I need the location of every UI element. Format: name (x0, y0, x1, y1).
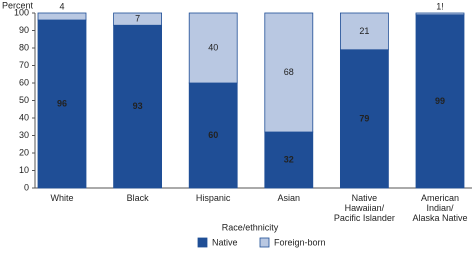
x-tick-label: Hispanic (195, 193, 231, 203)
value-label: 21 (359, 26, 369, 36)
legend-label: Foreign-born (274, 237, 326, 247)
x-tick-label: White (50, 193, 74, 203)
y-tick-label: 70 (19, 60, 29, 70)
bar-segment (415, 14, 465, 189)
value-label: 68 (284, 67, 294, 77)
bar-segment (415, 12, 465, 16)
legend-swatch (197, 237, 208, 248)
value-label: 93 (133, 101, 143, 111)
y-tick-label: 0 (24, 182, 29, 192)
y-tick-label: 40 (19, 112, 29, 122)
legend-swatch (259, 237, 270, 248)
y-tick-label: 30 (19, 130, 29, 140)
bar-segment (264, 131, 314, 189)
value-label: 60 (208, 130, 218, 140)
y-tick-label: 20 (19, 147, 29, 157)
bar-segment (188, 12, 238, 84)
bar-segment (113, 12, 162, 26)
x-tick-label: American Indian/ Alaska Native (412, 193, 468, 223)
bar-segment (339, 49, 389, 189)
value-label: 4 (59, 1, 64, 11)
x-tick-label: Native Hawaiian/ Pacific Islander (333, 193, 395, 223)
y-tick-label: 50 (19, 95, 29, 105)
value-label: 7 (135, 14, 140, 24)
value-label: 99 (435, 96, 445, 106)
value-label: 96 (57, 98, 67, 108)
legend-label: Native (212, 237, 238, 247)
value-label: 40 (208, 42, 218, 52)
bar-segment (264, 12, 314, 133)
value-label: 32 (284, 154, 294, 164)
x-tick-label: Asian (277, 193, 301, 203)
value-label: 79 (359, 113, 369, 123)
bar-segment (113, 24, 162, 189)
bar-segment (37, 19, 87, 189)
x-axis-label: Race/ethnicity (222, 222, 279, 232)
y-tick-label: 10 (19, 165, 29, 175)
bar-segment (188, 82, 238, 189)
bar-segment (339, 12, 389, 51)
y-tick-label: 60 (19, 77, 29, 87)
value-label: 1! (436, 1, 444, 11)
y-tick-label: 80 (19, 42, 29, 52)
y-tick-label: 100 (14, 7, 29, 17)
x-tick-label: Black (126, 193, 149, 203)
y-tick-label: 90 (19, 25, 29, 35)
y-axis-label: Percent (2, 0, 34, 10)
bar-segment (37, 12, 87, 21)
